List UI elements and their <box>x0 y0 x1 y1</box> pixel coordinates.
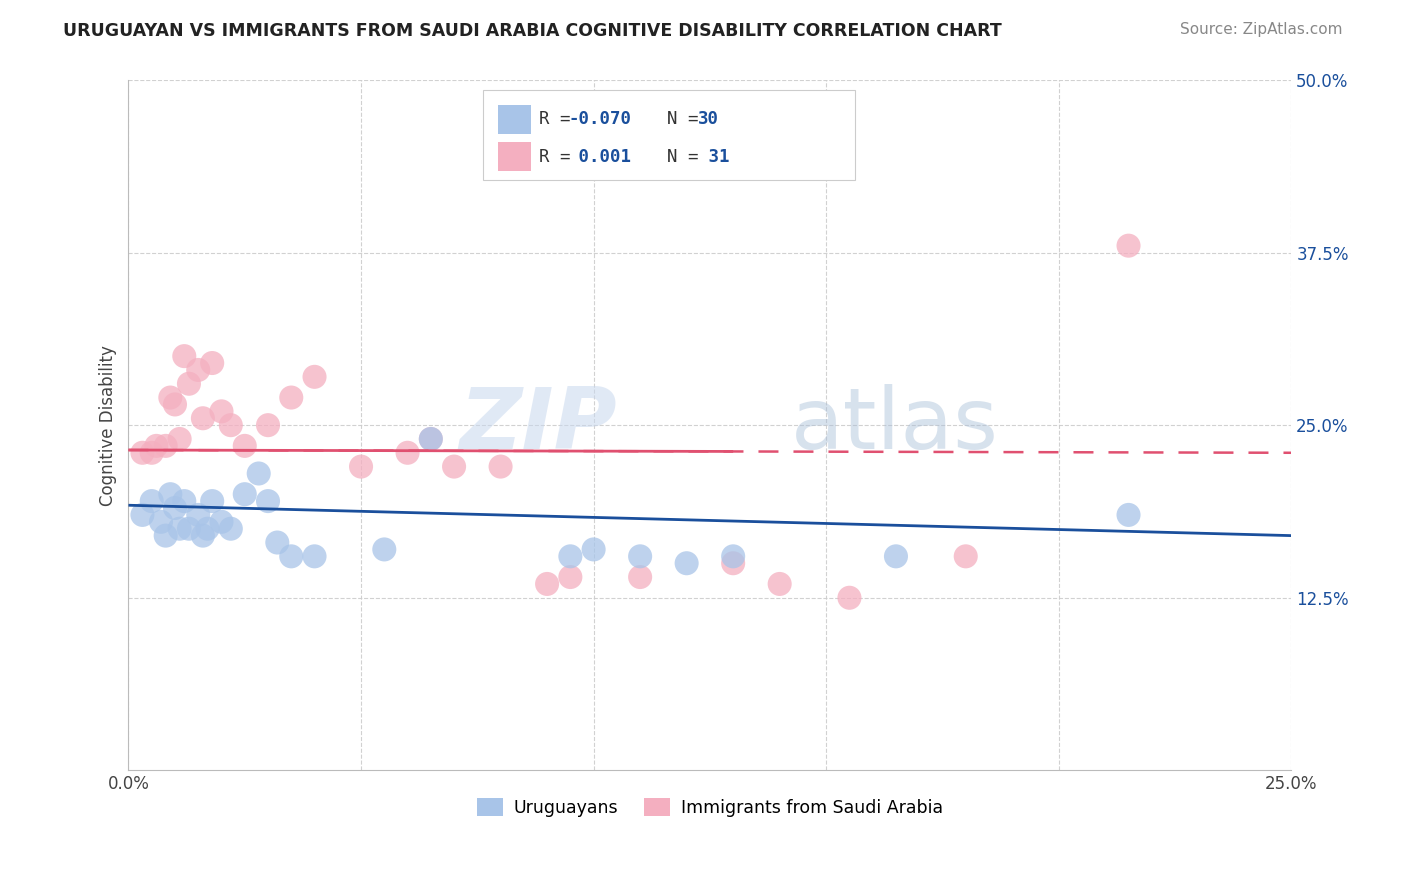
Point <box>396 446 419 460</box>
Point <box>159 487 181 501</box>
Point <box>150 515 173 529</box>
Text: N =: N = <box>666 147 709 166</box>
Point <box>159 391 181 405</box>
Text: R =: R = <box>538 147 581 166</box>
Point <box>1118 238 1140 252</box>
Text: URUGUAYAN VS IMMIGRANTS FROM SAUDI ARABIA COGNITIVE DISABILITY CORRELATION CHART: URUGUAYAN VS IMMIGRANTS FROM SAUDI ARABI… <box>63 22 1002 40</box>
Point <box>443 459 465 474</box>
Point <box>145 439 167 453</box>
Point <box>219 522 242 536</box>
Point <box>233 487 256 501</box>
Point <box>177 376 200 391</box>
Text: 30: 30 <box>699 110 720 128</box>
Legend: Uruguayans, Immigrants from Saudi Arabia: Uruguayans, Immigrants from Saudi Arabia <box>470 791 949 824</box>
Point <box>191 528 214 542</box>
Point <box>163 501 186 516</box>
Point <box>155 528 177 542</box>
Point <box>173 494 195 508</box>
Point <box>419 432 441 446</box>
Point <box>769 577 792 591</box>
Text: 0.001: 0.001 <box>568 147 631 166</box>
Point <box>884 549 907 564</box>
Point <box>257 494 280 508</box>
Point <box>131 508 153 522</box>
Point <box>163 397 186 411</box>
Point <box>304 549 326 564</box>
Text: atlas: atlas <box>792 384 1000 467</box>
Point <box>350 459 373 474</box>
Point <box>177 522 200 536</box>
Point <box>141 494 163 508</box>
Point <box>155 439 177 453</box>
Point <box>280 549 302 564</box>
Point <box>187 363 209 377</box>
Point <box>169 522 191 536</box>
Point <box>536 577 558 591</box>
Point <box>489 459 512 474</box>
Point <box>197 522 219 536</box>
Point <box>131 446 153 460</box>
Point <box>304 369 326 384</box>
Point <box>955 549 977 564</box>
Point <box>280 391 302 405</box>
Point <box>721 556 744 570</box>
Point <box>201 356 224 370</box>
Point <box>1118 508 1140 522</box>
Point <box>675 556 697 570</box>
Point <box>169 432 191 446</box>
Point <box>257 418 280 433</box>
Point <box>191 411 214 425</box>
Point <box>233 439 256 453</box>
Point <box>582 542 605 557</box>
FancyBboxPatch shape <box>484 90 855 180</box>
Point <box>560 549 582 564</box>
Y-axis label: Cognitive Disability: Cognitive Disability <box>100 344 117 506</box>
Point <box>628 549 651 564</box>
Point <box>628 570 651 584</box>
Point <box>211 404 233 418</box>
Point <box>141 446 163 460</box>
Point <box>266 535 288 549</box>
Text: ZIP: ZIP <box>460 384 617 467</box>
FancyBboxPatch shape <box>498 105 531 134</box>
Point <box>201 494 224 508</box>
FancyBboxPatch shape <box>498 142 531 171</box>
Text: 31: 31 <box>699 147 730 166</box>
Text: R =: R = <box>538 110 581 128</box>
Point <box>211 515 233 529</box>
Point <box>219 418 242 433</box>
Text: Source: ZipAtlas.com: Source: ZipAtlas.com <box>1180 22 1343 37</box>
Point <box>173 349 195 363</box>
Point <box>419 432 441 446</box>
Point <box>373 542 395 557</box>
Point <box>560 570 582 584</box>
Point <box>838 591 860 605</box>
Point <box>247 467 270 481</box>
Text: N =: N = <box>666 110 709 128</box>
Text: -0.070: -0.070 <box>568 110 631 128</box>
Point <box>721 549 744 564</box>
Point <box>187 508 209 522</box>
